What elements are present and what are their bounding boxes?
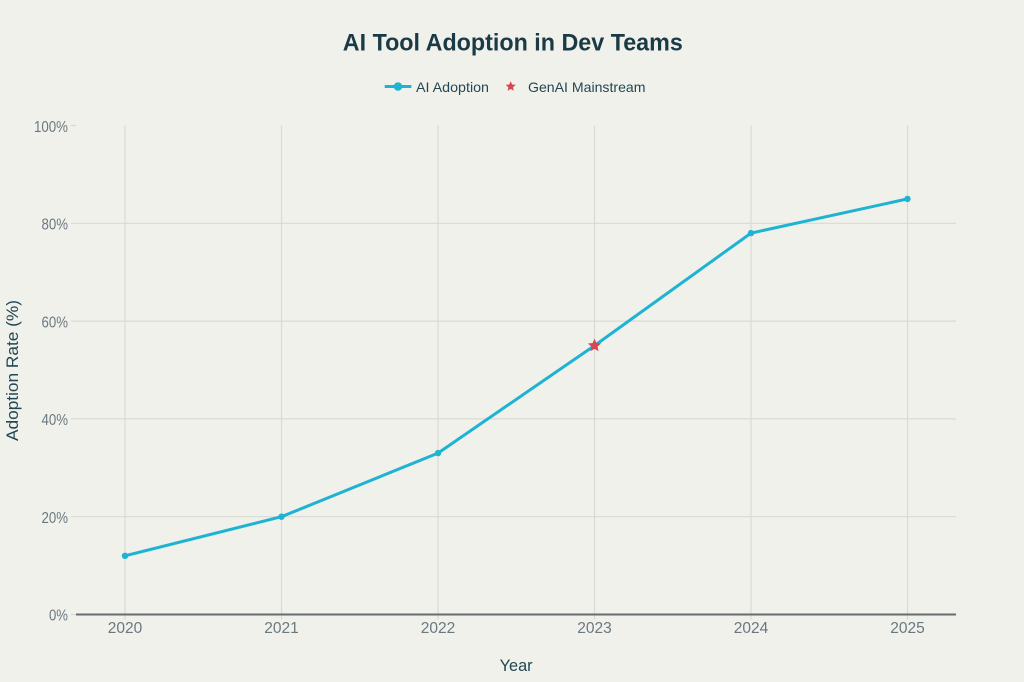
svg-text:2021: 2021 xyxy=(264,620,299,637)
svg-text:Adoption Rate (%): Adoption Rate (%) xyxy=(3,300,22,441)
svg-text:2023: 2023 xyxy=(577,620,612,637)
svg-text:2024: 2024 xyxy=(734,620,769,637)
svg-text:GenAI Mainstream: GenAI Mainstream xyxy=(528,79,646,95)
svg-text:40%: 40% xyxy=(42,412,69,429)
svg-text:AI Adoption: AI Adoption xyxy=(416,79,489,95)
svg-text:20%: 20% xyxy=(42,510,69,527)
svg-text:60%: 60% xyxy=(42,314,69,331)
svg-text:AI Tool Adoption in Dev Teams: AI Tool Adoption in Dev Teams xyxy=(343,29,683,56)
svg-text:80%: 80% xyxy=(42,217,69,234)
svg-text:Year: Year xyxy=(500,656,533,675)
svg-text:2022: 2022 xyxy=(421,620,456,637)
svg-text:2020: 2020 xyxy=(108,620,143,637)
svg-text:0%: 0% xyxy=(49,607,68,624)
svg-text:2025: 2025 xyxy=(890,620,925,637)
svg-text:100%: 100% xyxy=(34,119,68,136)
